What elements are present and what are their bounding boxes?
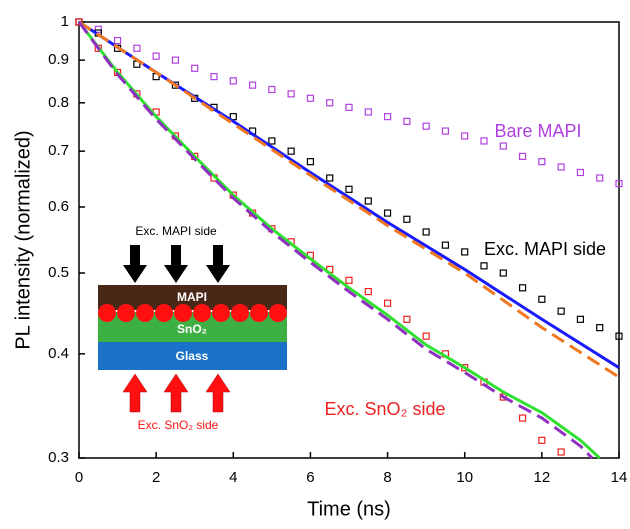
marker: [441, 241, 450, 249]
y-tick-label: 0.8: [48, 94, 69, 111]
fit-line: [77, 21, 601, 460]
series-label: Bare MAPI: [494, 121, 581, 141]
marker: [306, 94, 315, 102]
x-tick-label: 2: [152, 469, 160, 486]
marker: [364, 197, 372, 205]
marker: [538, 295, 546, 303]
marker: [480, 262, 488, 270]
marker: [518, 152, 527, 160]
marker: [383, 209, 392, 217]
y-tick-label: 0.9: [48, 51, 69, 68]
inset-label: Exc. SnO₂ side: [138, 418, 219, 432]
marker: [210, 73, 218, 81]
marker: [383, 113, 392, 121]
marker: [461, 248, 469, 256]
marker: [287, 90, 295, 98]
marker: [403, 215, 411, 223]
plot-frame: [78, 21, 620, 459]
marker: [480, 137, 488, 145]
fit-line: [78, 20, 620, 379]
marker: [345, 185, 353, 193]
y-axis-title: PL intensity (normalized): [12, 130, 34, 349]
marker: [383, 299, 392, 307]
marker: [518, 414, 527, 422]
marker: [94, 25, 102, 33]
marker: [326, 99, 334, 107]
layer-label: Glass: [176, 349, 209, 363]
x-tick-label: 4: [229, 469, 237, 486]
marker: [326, 174, 334, 182]
marker: [557, 163, 565, 171]
marker: [441, 127, 450, 135]
x-tick-label: 12: [534, 469, 551, 486]
marker: [345, 276, 353, 284]
marker: [538, 436, 546, 444]
marker: [133, 44, 141, 52]
marker: [171, 56, 180, 64]
y-tick-label: 0.3: [48, 449, 69, 466]
inset: MAPI SnO₂ Glass Exc. MAPI side Exc. SnO₂…: [98, 224, 287, 432]
y-tick-label: 0.5: [48, 264, 69, 281]
marker: [596, 324, 604, 332]
y-tick-label: 0.7: [48, 142, 69, 159]
x-tick-label: 6: [306, 469, 314, 486]
marker: [287, 147, 295, 155]
marker: [364, 287, 372, 296]
marker: [229, 77, 237, 85]
marker: [576, 315, 585, 323]
series-label: Exc. MAPI side: [484, 239, 606, 259]
layer-glass: [98, 342, 287, 370]
y-tick-label: 1: [61, 13, 69, 30]
marker: [557, 448, 565, 456]
marker: [596, 174, 604, 182]
marker: [364, 108, 372, 116]
inset-label: Exc. MAPI side: [135, 224, 217, 238]
x-axis-title: Time (ns): [307, 498, 391, 520]
marker: [615, 180, 623, 188]
marker: [557, 307, 565, 315]
marker: [615, 332, 623, 340]
marker: [268, 137, 276, 145]
layer-label: MAPI: [177, 290, 207, 304]
layer-label: SnO₂: [177, 322, 207, 336]
bottom-arrows: [122, 373, 231, 413]
top-arrows: [123, 245, 230, 283]
marker: [422, 332, 430, 340]
x-tick-label: 8: [383, 469, 391, 486]
marker: [306, 158, 315, 166]
marker: [403, 315, 411, 323]
marker: [576, 168, 585, 177]
marker: [499, 269, 507, 277]
marker: [345, 103, 353, 111]
marker: [422, 228, 430, 236]
y-tick-label: 0.6: [48, 198, 69, 215]
marker: [152, 52, 160, 60]
marker: [268, 85, 276, 94]
marker: [191, 64, 199, 72]
marker: [499, 142, 507, 150]
x-tick-label: 10: [456, 469, 473, 486]
marker: [403, 117, 411, 125]
series-label: Exc. SnO₂ side: [324, 399, 445, 419]
fit-line: [77, 21, 594, 460]
x-tick-label: 0: [75, 469, 83, 486]
y-tick-label: 0.4: [48, 345, 69, 362]
marker: [461, 132, 469, 140]
x-tick-label: 14: [611, 469, 628, 486]
marker: [518, 284, 527, 292]
marker: [113, 36, 122, 45]
particles: [98, 304, 287, 322]
marker: [422, 122, 430, 130]
marker: [75, 18, 83, 26]
marker: [248, 81, 257, 89]
marker: [538, 158, 546, 166]
